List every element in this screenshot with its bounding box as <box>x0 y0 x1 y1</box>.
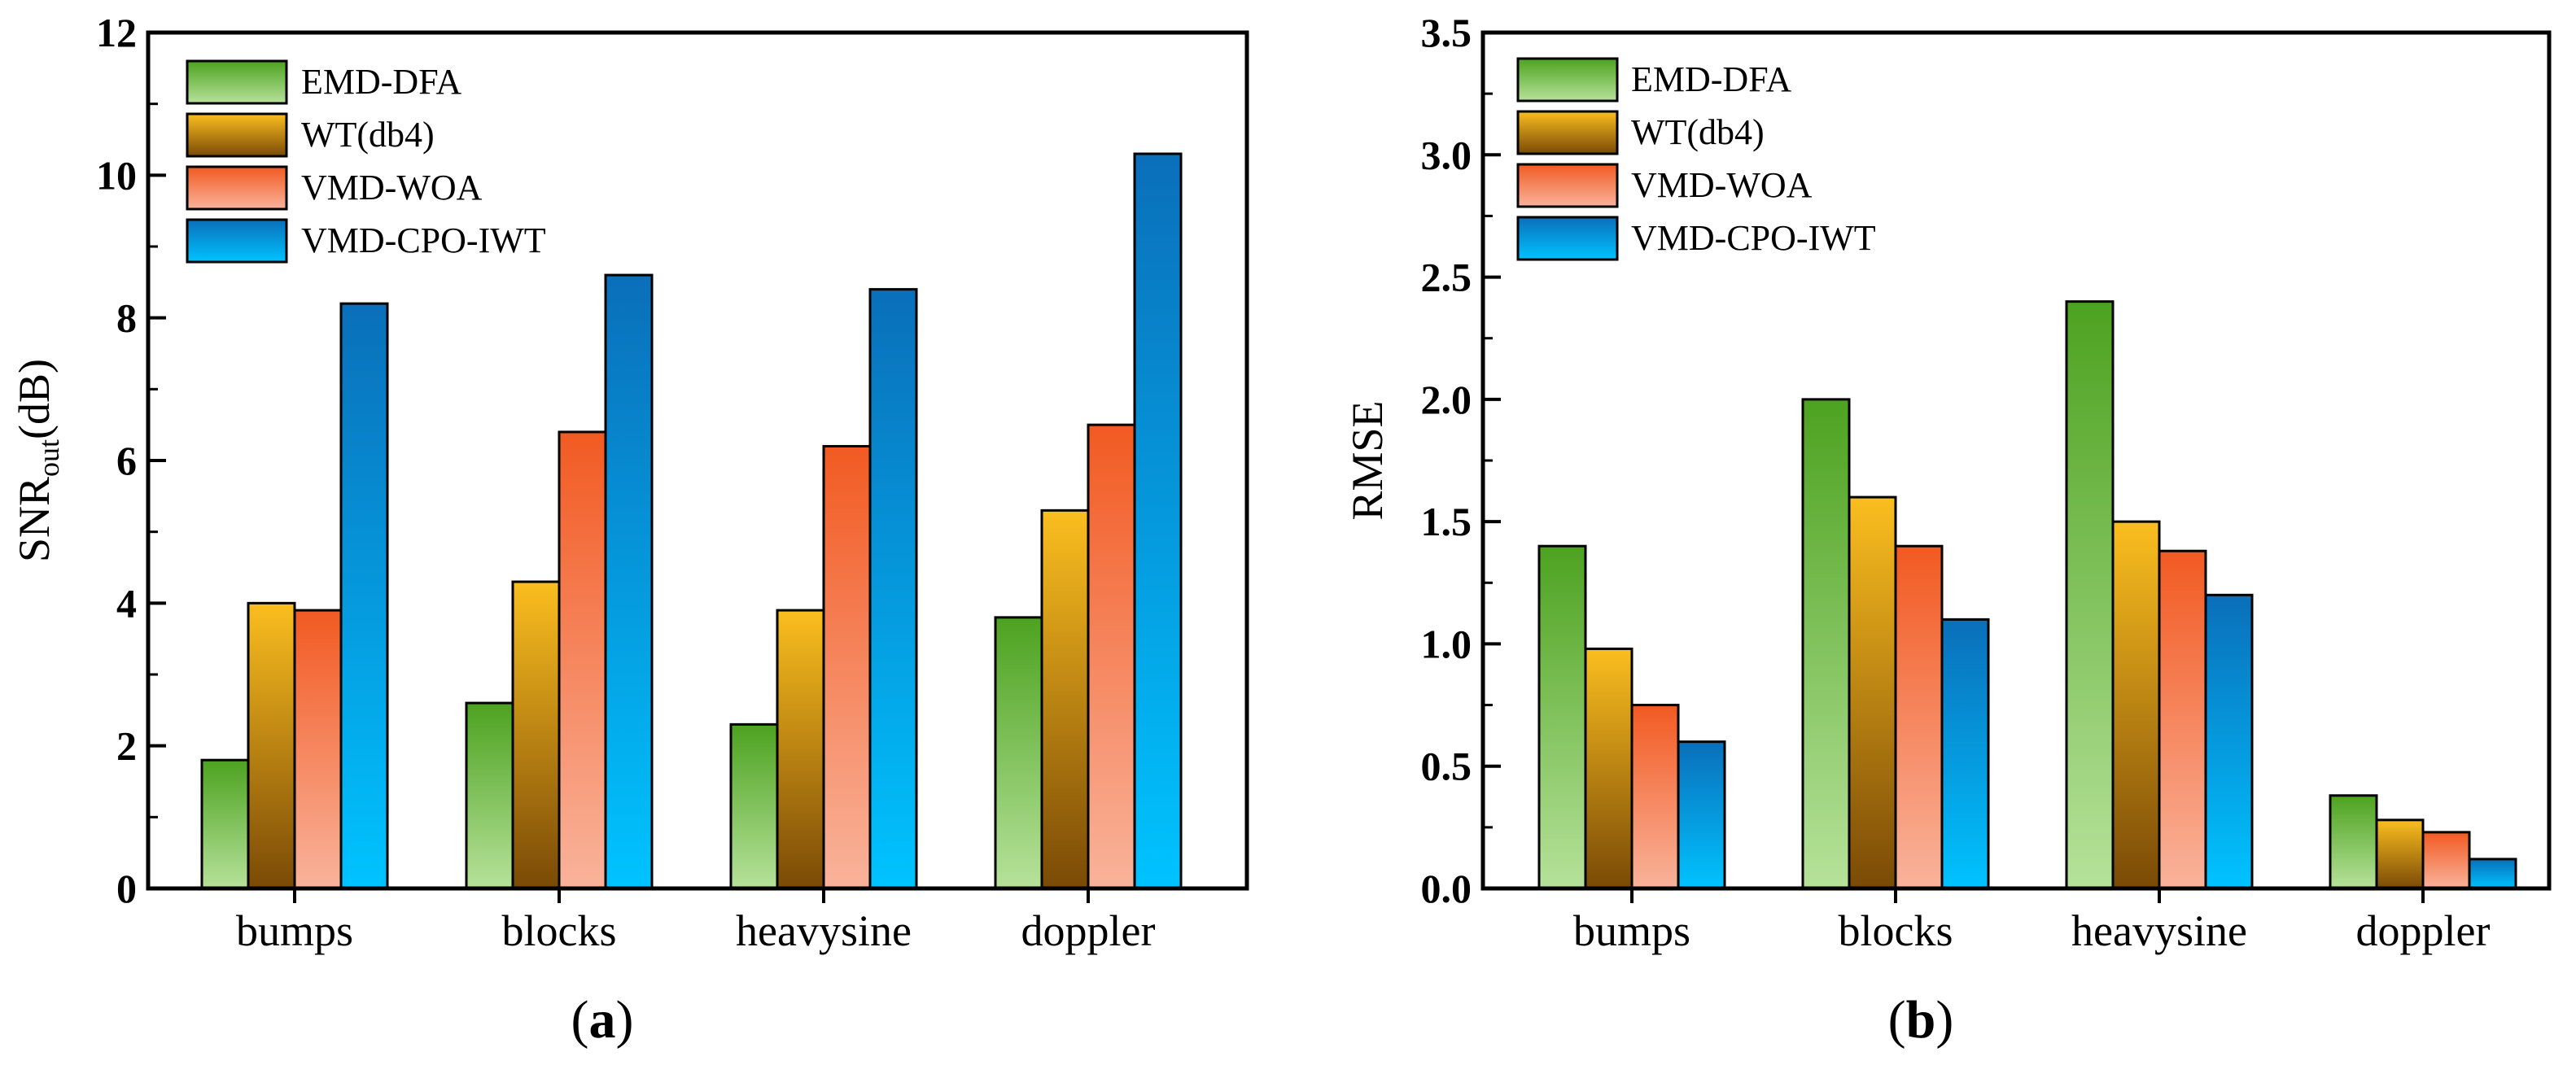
x-category-labels: bumps blocks heavysine doppler <box>236 906 1156 955</box>
y-tick-label: 12 <box>96 10 137 55</box>
bar-vmd-woa-doppler <box>1087 423 1136 890</box>
y-tick-label: 2.0 <box>1421 377 1472 422</box>
bar-wt-db4--doppler <box>2375 818 2425 890</box>
bar-vmd-cpo-iwt-doppler <box>2468 858 2517 890</box>
chart-panel-b: 0.0 0.5 1.0 1.5 2.0 2.5 3.0 3.5 bumps blocks heav… <box>1343 10 2552 1050</box>
legend-swatch-wt-db4- <box>1516 110 1619 155</box>
bar-emd-dfa-bumps <box>200 758 250 890</box>
legend-label-vmd-cpo-iwt: VMD-CPO-IWT <box>301 220 546 260</box>
panel-letter: a <box>589 990 616 1050</box>
legend-label-emd-dfa: EMD-DFA <box>1631 59 1791 99</box>
bar-vmd-cpo-iwt-blocks <box>604 273 654 890</box>
bars-group <box>200 152 1183 890</box>
bar-emd-dfa-doppler <box>994 616 1043 890</box>
legend-label-wt-db4-: WT(db4) <box>301 115 435 155</box>
y-axis-title: RMSE <box>1343 400 1392 520</box>
bar-wt-db4--blocks <box>511 580 561 890</box>
x-category-label-heavysine: heavysine <box>736 906 912 955</box>
chart-panel-a: 0 2 4 6 8 10 12 bumps blocks heavysine doppler EM… <box>10 10 1249 1050</box>
bar-vmd-woa-heavysine <box>2158 549 2207 890</box>
legend-swatch-vmd-woa <box>1516 163 1619 208</box>
plot-frame <box>1480 30 2552 891</box>
x-category-label-blocks: blocks <box>502 906 617 955</box>
bar-vmd-cpo-iwt-heavysine <box>868 288 918 890</box>
bar-vmd-cpo-iwt-doppler <box>1133 152 1183 890</box>
y-axis-title-main: SNR <box>10 477 59 562</box>
bar-wt-db4--doppler <box>1040 508 1090 890</box>
legend-label-vmd-woa: VMD-WOA <box>1631 165 1813 205</box>
y-tick-label: 6 <box>116 438 137 483</box>
x-category-label-blocks: blocks <box>1839 906 1953 955</box>
panel-letter: b <box>1906 990 1936 1050</box>
legend-label-vmd-cpo-iwt: VMD-CPO-IWT <box>1631 218 1876 258</box>
bar-wt-db4--bumps <box>247 601 296 890</box>
y-tick-label: 1.5 <box>1421 499 1472 544</box>
x-axis-ticks <box>1630 888 2425 903</box>
bar-emd-dfa-heavysine <box>729 722 779 890</box>
y-tick-label: 2 <box>116 723 137 769</box>
y-tick-label: 1.0 <box>1421 621 1472 666</box>
bar-vmd-woa-blocks <box>558 430 607 890</box>
y-axis-title-main: RMSE <box>1343 400 1392 520</box>
bar-vmd-cpo-iwt-bumps <box>1677 740 1726 890</box>
y-tick-label: 0.5 <box>1421 744 1472 789</box>
x-category-label-heavysine: heavysine <box>2071 906 2247 955</box>
legend: EMD-DFA WT(db4) VMD-WOA VMD-CPO-IWT <box>1516 57 1876 261</box>
legend-swatch-wt-db4- <box>186 112 288 158</box>
x-category-label-doppler: doppler <box>1021 906 1156 955</box>
y-tick-label: 0 <box>116 866 137 911</box>
x-category-label-bumps: bumps <box>1573 906 1690 955</box>
bar-emd-dfa-doppler <box>2329 794 2378 890</box>
legend-label-vmd-woa: VMD-WOA <box>301 168 483 207</box>
legend-swatch-vmd-woa <box>186 165 288 211</box>
y-tick-labels: 0.0 0.5 1.0 1.5 2.0 2.5 3.0 3.5 <box>1421 10 1472 911</box>
legend-swatch-vmd-cpo-iwt <box>186 218 288 264</box>
y-axis-ticks <box>148 31 166 890</box>
y-tick-label: 3.0 <box>1421 132 1472 177</box>
bar-wt-db4--heavysine <box>2111 520 2161 890</box>
legend-swatch-emd-dfa <box>186 59 288 105</box>
bar-vmd-woa-heavysine <box>822 444 872 890</box>
x-category-labels: bumps blocks heavysine doppler <box>1573 906 2491 955</box>
bar-emd-dfa-bumps <box>1537 544 1587 890</box>
y-axis-ticks <box>1483 31 1501 890</box>
bar-vmd-woa-blocks <box>1894 544 1944 890</box>
bar-vmd-cpo-iwt-bumps <box>339 302 389 890</box>
panel-label: (b) <box>1888 990 1954 1050</box>
bar-vmd-cpo-iwt-heavysine <box>2204 593 2254 890</box>
y-axis-title-suffix: (dB) <box>10 359 59 439</box>
bar-vmd-woa-bumps <box>293 609 343 890</box>
legend-label-wt-db4-: WT(db4) <box>1631 112 1765 152</box>
bar-emd-dfa-blocks <box>465 701 514 890</box>
bars-group <box>1537 300 2517 890</box>
bar-wt-db4--blocks <box>1848 495 1897 890</box>
bar-wt-db4--bumps <box>1584 647 1634 890</box>
panel-label: (a) <box>571 990 634 1050</box>
y-tick-labels: 0 2 4 6 8 10 12 <box>96 10 137 911</box>
plot-frame <box>146 30 1249 891</box>
legend-swatch-vmd-cpo-iwt <box>1516 216 1619 261</box>
bar-emd-dfa-heavysine <box>2065 300 2115 890</box>
bar-emd-dfa-blocks <box>1801 398 1851 890</box>
y-tick-label: 0.0 <box>1421 866 1472 911</box>
legend-swatch-emd-dfa <box>1516 57 1619 103</box>
y-tick-label: 8 <box>116 295 137 341</box>
legend-label-emd-dfa: EMD-DFA <box>301 62 461 102</box>
x-category-label-bumps: bumps <box>236 906 353 955</box>
y-tick-label: 10 <box>96 152 137 198</box>
y-tick-label: 3.5 <box>1421 10 1472 55</box>
bar-wt-db4--heavysine <box>776 609 825 890</box>
y-tick-label: 2.5 <box>1421 255 1472 300</box>
bar-vmd-woa-bumps <box>1630 704 1680 890</box>
y-axis-title: SNRout(dB) <box>10 359 65 562</box>
x-axis-ticks <box>293 888 1090 903</box>
y-axis-title-subscript: out <box>33 439 65 477</box>
bar-vmd-woa-doppler <box>2421 831 2471 890</box>
legend: EMD-DFA WT(db4) VMD-WOA VMD-CPO-IWT <box>186 59 546 264</box>
bar-vmd-cpo-iwt-blocks <box>1940 618 1990 890</box>
x-category-label-doppler: doppler <box>2356 906 2491 955</box>
y-tick-label: 4 <box>116 580 137 626</box>
